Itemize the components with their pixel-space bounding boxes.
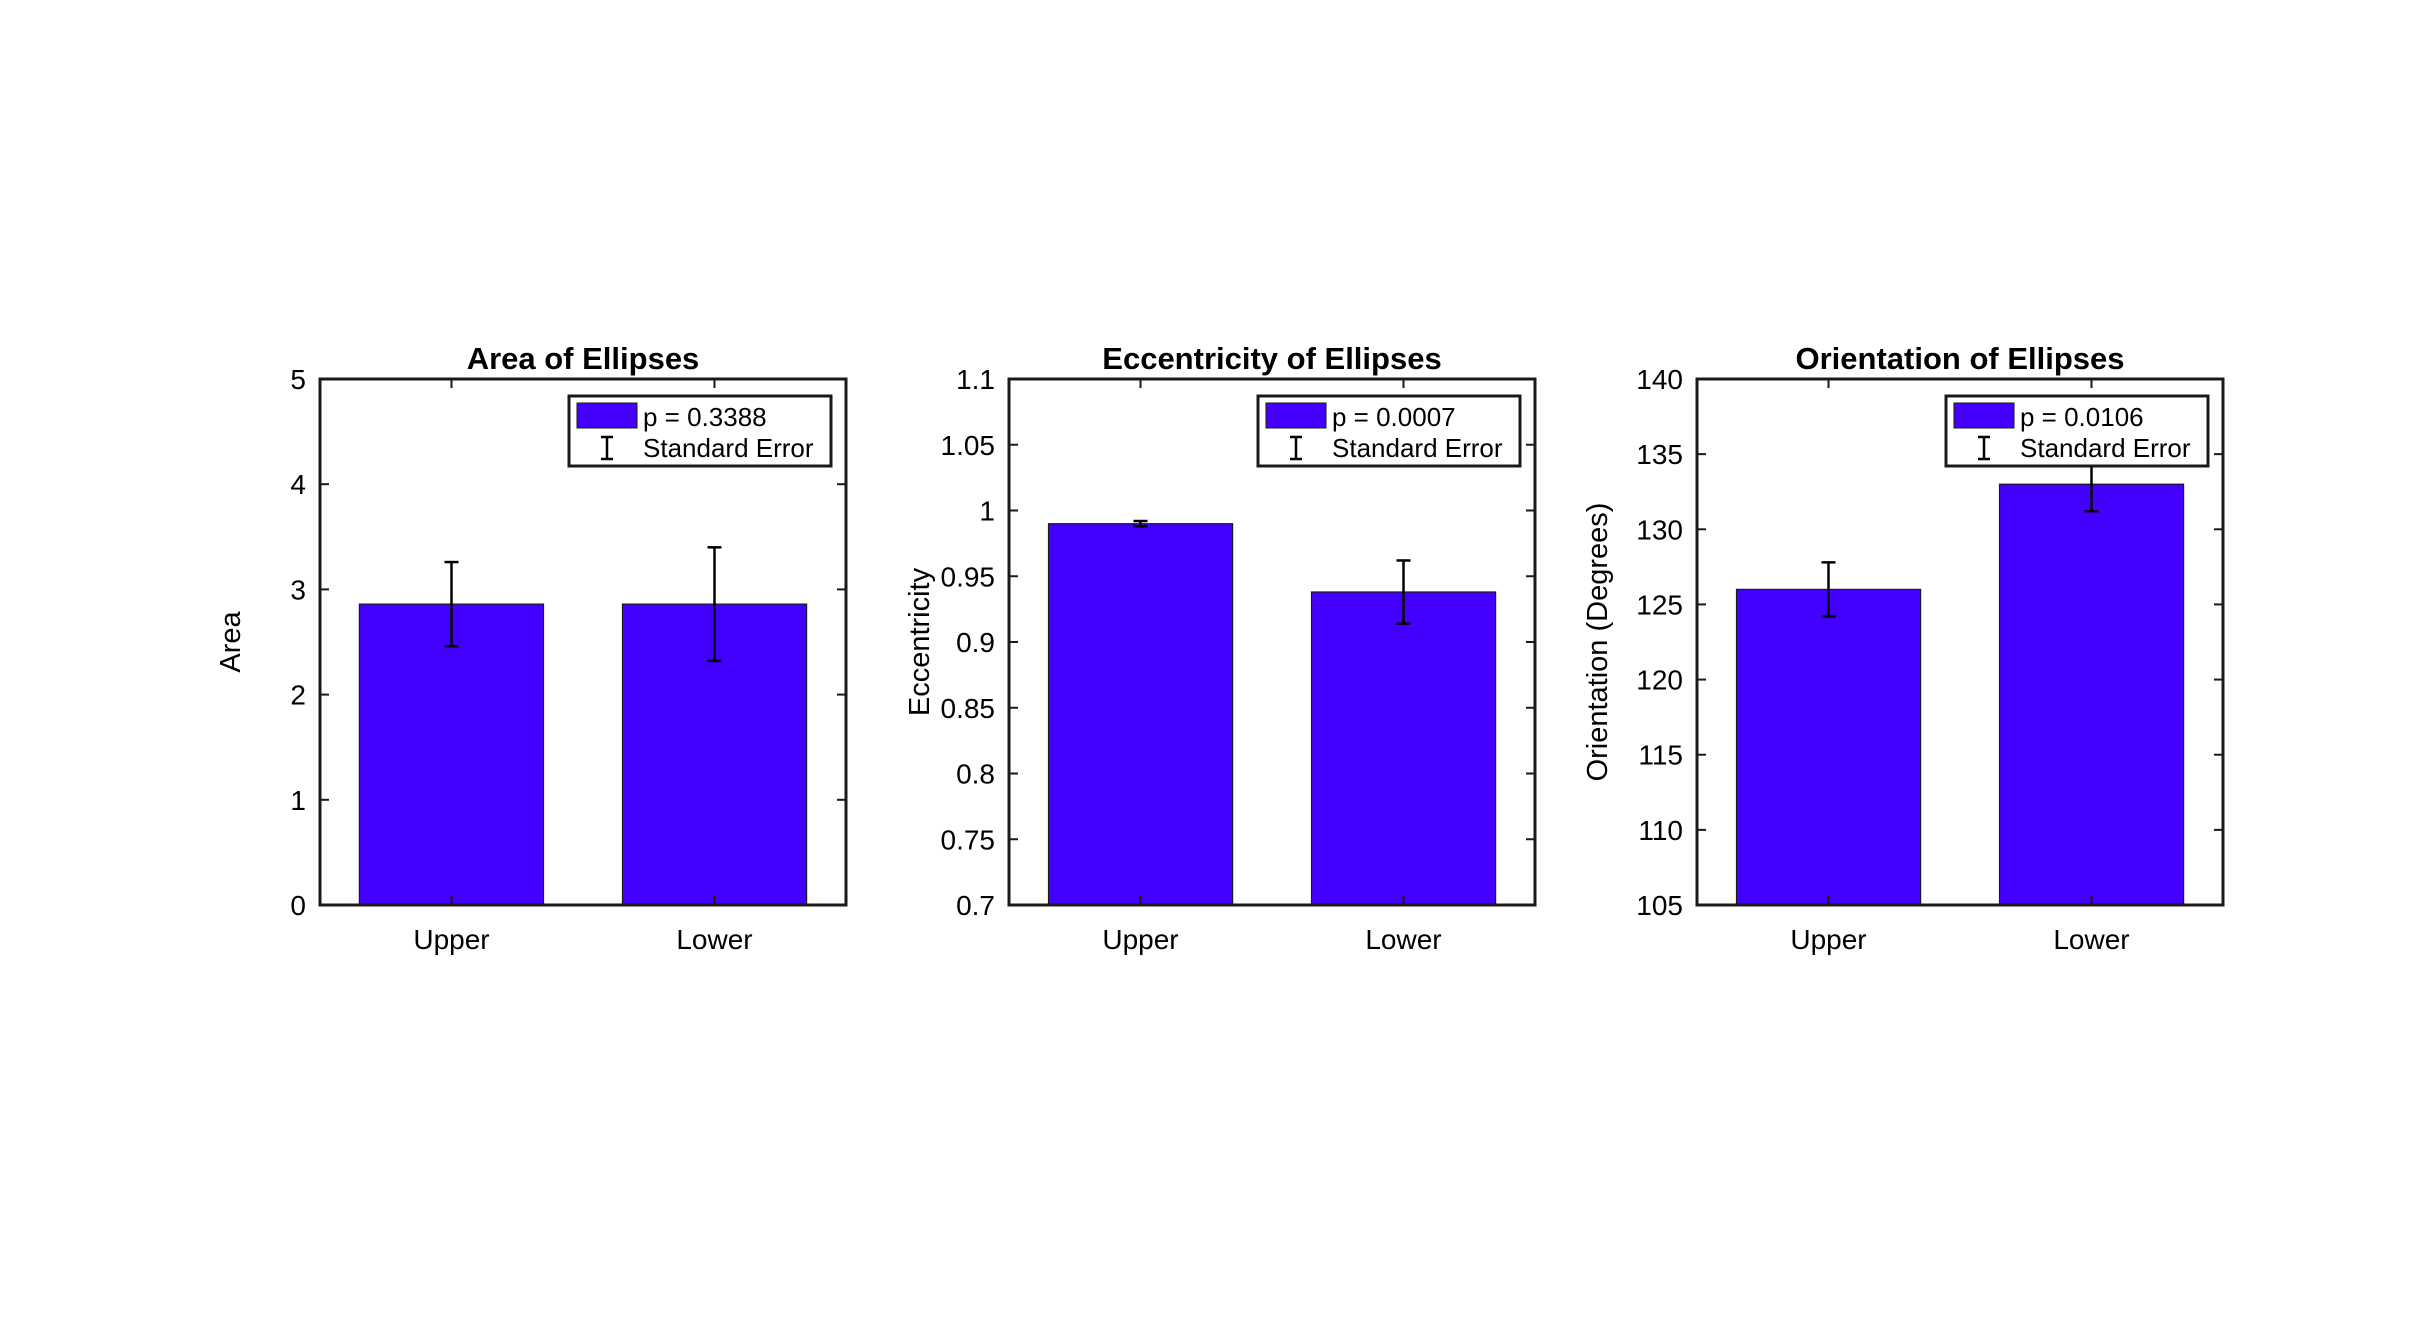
legend-label-standard-error: Standard Error	[2020, 433, 2191, 463]
y-axis-label: Orientation (Degrees)	[1582, 503, 1614, 782]
y-tick-label: 0.9	[956, 627, 995, 658]
y-tick-label: 0.95	[941, 561, 996, 592]
legend-swatch-error-icon	[1978, 435, 1990, 461]
bar-upper	[1735, 588, 1922, 906]
x-tick-label-upper: Upper	[1102, 924, 1178, 955]
chart-panel-2: 0.7 0.75 0.8 0.85 0.9 0.95 1 1.05 1.1 Upper Lower E…	[904, 341, 1537, 955]
y-tick-label: 1	[979, 496, 995, 527]
y-tick-label: 5	[290, 364, 306, 395]
y-tick-label: 0.75	[941, 824, 996, 855]
y-tick-label: 130	[1636, 514, 1683, 545]
y-tick-label: 0.7	[956, 890, 995, 921]
y-tick-label: 1	[290, 785, 306, 816]
legend-swatch-bar	[1953, 402, 2015, 429]
y-tick-label: 2	[290, 680, 306, 711]
legend-swatch-bar	[1265, 402, 1327, 429]
y-tick-label: 0.8	[956, 759, 995, 790]
x-tick-label-lower: Lower	[2053, 924, 2129, 955]
legend-label-p-value: p = 0.0106	[2020, 402, 2144, 432]
chart-title: Area of Ellipses	[467, 341, 700, 376]
y-tick-label: 1.05	[941, 430, 996, 461]
bar-upper	[358, 603, 545, 906]
bar-lower	[1998, 483, 2185, 906]
y-tick-label: 115	[1638, 740, 1683, 771]
chart-panel-3: 105 110 115 120 125 130 135 140 Upper Lower Orient…	[1582, 341, 2225, 955]
bar-lower	[1310, 591, 1497, 906]
x-tick-label-lower: Lower	[676, 924, 752, 955]
y-axis-label: Area	[215, 611, 247, 673]
error-bar-lower	[707, 546, 722, 663]
legend-swatch-bar	[576, 402, 638, 429]
axes-box	[1695, 377, 2225, 907]
x-tick-label-upper: Upper	[413, 924, 489, 955]
error-bar-upper	[1133, 519, 1148, 528]
legend-label-standard-error: Standard Error	[1332, 433, 1503, 463]
y-tick-label: 105	[1636, 890, 1683, 921]
error-bar-upper	[444, 560, 459, 648]
x-tick-label-upper: Upper	[1790, 924, 1866, 955]
y-tick-label: 125	[1636, 589, 1683, 620]
y-tick-label: 0.85	[941, 693, 996, 724]
y-tick-label: 0	[290, 890, 306, 921]
y-tick-label: 120	[1636, 665, 1683, 696]
y-tick-label: 140	[1636, 364, 1683, 395]
error-bar-lower	[1396, 559, 1411, 625]
legend-swatch-error-icon	[601, 435, 613, 461]
legend-swatch-error-icon	[1290, 435, 1302, 461]
legend-label-p-value: p = 0.3388	[643, 402, 767, 432]
y-tick-label: 135	[1636, 439, 1683, 470]
y-tick-label: 4	[290, 469, 306, 500]
bar-upper	[1047, 523, 1234, 906]
axes-box	[318, 377, 848, 907]
y-axis-label: Eccentricity	[904, 567, 936, 716]
legend-label-standard-error: Standard Error	[643, 433, 814, 463]
y-tick-label: 110	[1638, 815, 1683, 846]
chart-title: Orientation of Ellipses	[1796, 341, 2125, 376]
chart-title: Eccentricity of Ellipses	[1102, 341, 1441, 376]
x-tick-label-lower: Lower	[1365, 924, 1441, 955]
y-tick-label: 3	[290, 574, 306, 605]
chart-panel-1: 0 1 2 3 4 5 Upper Lower Area of Ellipses Area p = …	[215, 341, 848, 955]
y-tick-label: 1.1	[956, 364, 995, 395]
legend-label-p-value: p = 0.0007	[1332, 402, 1456, 432]
error-bar-upper	[1821, 561, 1836, 618]
